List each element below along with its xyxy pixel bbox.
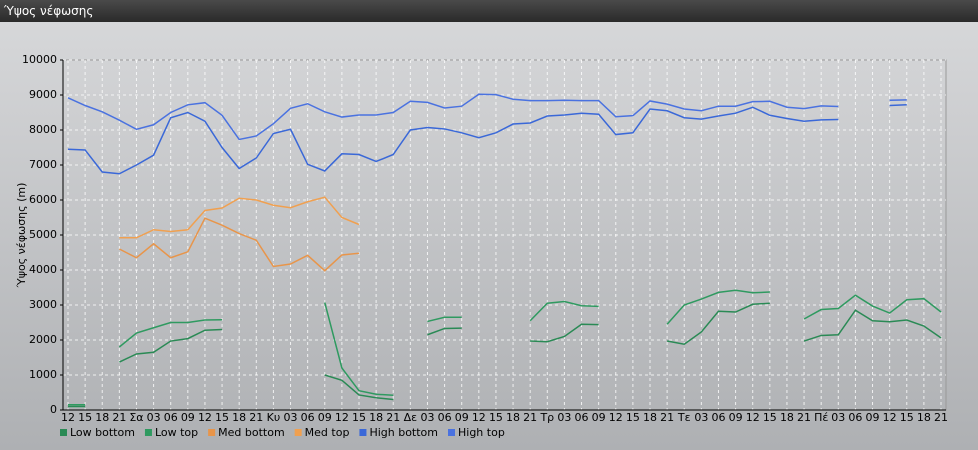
x-tick-label: 12 bbox=[472, 411, 486, 424]
x-tick-label: 15 bbox=[763, 411, 777, 424]
legend-item: Med bottom bbox=[208, 426, 285, 439]
x-tick-label: 12 bbox=[609, 411, 623, 424]
legend-label: Med bottom bbox=[218, 426, 285, 439]
x-tick-label: Κυ bbox=[267, 411, 281, 424]
x-tick-label: 03 bbox=[694, 411, 708, 424]
y-tick-label: 3000 bbox=[29, 298, 57, 311]
x-tick-label: 03 bbox=[831, 411, 845, 424]
x-tick-label: 03 bbox=[420, 411, 434, 424]
legend-item: High top bbox=[448, 426, 505, 439]
x-tick-label: 18 bbox=[780, 411, 794, 424]
x-tick-label: 15 bbox=[78, 411, 92, 424]
x-tick-label: 09 bbox=[318, 411, 332, 424]
series-line bbox=[67, 93, 907, 141]
legend-swatch bbox=[448, 429, 455, 436]
x-tick-label: 15 bbox=[900, 411, 914, 424]
x-tick-label: 06 bbox=[438, 411, 452, 424]
legend-swatch bbox=[208, 429, 216, 436]
y-tick-label: 9000 bbox=[29, 88, 57, 101]
x-tick-label: 06 bbox=[301, 411, 315, 424]
x-tick-label: 03 bbox=[557, 411, 571, 424]
y-tick-label: 6000 bbox=[29, 193, 57, 206]
x-tick-label: 15 bbox=[352, 411, 366, 424]
x-tick-label: Τρ bbox=[539, 411, 554, 424]
legend-item: Low top bbox=[144, 426, 198, 439]
legend-item: Med top bbox=[294, 426, 350, 439]
x-tick-label: 03 bbox=[147, 411, 161, 424]
x-tick-label: 09 bbox=[455, 411, 469, 424]
series-line bbox=[68, 302, 942, 408]
x-tick-label: Σα bbox=[129, 411, 143, 424]
y-tick-label: 7000 bbox=[29, 158, 57, 171]
y-tick-label: 0 bbox=[50, 403, 57, 416]
x-tick-label: 06 bbox=[575, 411, 589, 424]
x-tick-label: 09 bbox=[181, 411, 195, 424]
x-tick-label: 18 bbox=[643, 411, 657, 424]
x-tick-label: 12 bbox=[61, 411, 75, 424]
legend-label: High bottom bbox=[369, 426, 438, 439]
legend-swatch bbox=[359, 429, 367, 436]
legend-label: Low bottom bbox=[70, 426, 135, 439]
x-tick-label: 15 bbox=[626, 411, 640, 424]
x-tick-label: 09 bbox=[592, 411, 606, 424]
x-tick-label: 09 bbox=[866, 411, 880, 424]
x-tick-label: 21 bbox=[249, 411, 263, 424]
legend-label: Med top bbox=[305, 426, 350, 439]
y-tick-label: 4000 bbox=[29, 263, 57, 276]
x-tick-label: 03 bbox=[284, 411, 298, 424]
series-line bbox=[119, 196, 360, 239]
x-tick-label: 15 bbox=[215, 411, 229, 424]
y-tick-label: 10000 bbox=[22, 53, 57, 66]
x-tick-label: 21 bbox=[523, 411, 537, 424]
y-tick-label: 5000 bbox=[29, 228, 57, 241]
x-tick-label: 12 bbox=[335, 411, 349, 424]
x-tick-label: 18 bbox=[232, 411, 246, 424]
series-line bbox=[67, 104, 907, 175]
x-tick-label: 18 bbox=[369, 411, 383, 424]
x-tick-label: 12 bbox=[746, 411, 760, 424]
x-tick-label: 21 bbox=[934, 411, 948, 424]
x-tick-label: 06 bbox=[164, 411, 178, 424]
x-tick-label: 21 bbox=[660, 411, 674, 424]
x-tick-label: 21 bbox=[797, 411, 811, 424]
window-title: Ύψος νέφωσης bbox=[0, 0, 978, 22]
series-line bbox=[119, 217, 360, 272]
x-tick-label: 18 bbox=[95, 411, 109, 424]
y-tick-label: 1000 bbox=[29, 368, 57, 381]
x-tick-label: 18 bbox=[506, 411, 520, 424]
x-tick-label: 15 bbox=[489, 411, 503, 424]
legend-label: High top bbox=[458, 426, 505, 439]
x-tick-label: Πέ bbox=[814, 411, 828, 424]
x-tick-label: 06 bbox=[848, 411, 862, 424]
x-tick-label: 21 bbox=[386, 411, 400, 424]
series-line bbox=[68, 289, 942, 406]
legend-swatch bbox=[60, 429, 67, 436]
legend-swatch bbox=[294, 429, 302, 436]
x-tick-label: 06 bbox=[711, 411, 725, 424]
y-axis-label: Ύψος νέφωσης (m) bbox=[15, 183, 28, 289]
x-tick-label: 21 bbox=[112, 411, 126, 424]
legend-item: High bottom bbox=[359, 426, 438, 439]
legend-swatch bbox=[144, 429, 152, 436]
x-tick-label: Τε bbox=[677, 411, 691, 424]
x-tick-label: 18 bbox=[917, 411, 931, 424]
legend-label: Low top bbox=[155, 426, 198, 439]
y-tick-label: 2000 bbox=[29, 333, 57, 346]
legend-item: Low bottom bbox=[60, 426, 135, 439]
x-tick-label: 09 bbox=[729, 411, 743, 424]
x-tick-label: 12 bbox=[883, 411, 897, 424]
x-tick-label: Δε bbox=[404, 411, 418, 424]
y-tick-label: 8000 bbox=[29, 123, 57, 136]
x-tick-label: 12 bbox=[198, 411, 212, 424]
